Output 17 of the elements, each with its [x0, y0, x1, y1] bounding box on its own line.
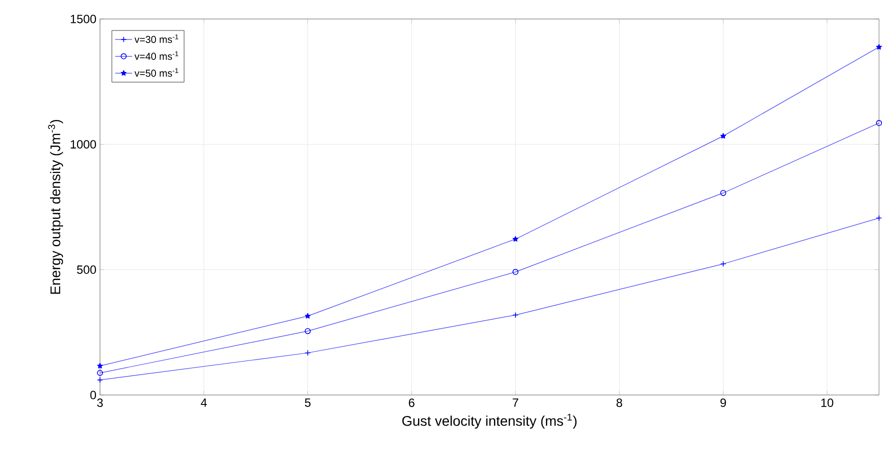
y-axis-title: Energy output density (Jm$^{-3}$) [48, 120, 64, 294]
x-tick-label: 6 [408, 398, 414, 407]
y-tick-label: 1000 [70, 140, 96, 149]
x-tick-label: 9 [720, 398, 726, 407]
x-tick-label: 7 [512, 398, 518, 407]
x-tick-label: 10 [821, 398, 834, 407]
x-axis-title: Gust velocity intensity (ms$^{-1}$) [402, 414, 577, 429]
y-tick-label: 1500 [70, 14, 96, 24]
y-tick-label: 0 [90, 390, 96, 400]
x-tick-label: 5 [304, 398, 311, 407]
legend-label: v=40 ms$^{-1}$ [134, 51, 178, 60]
x-tick-label: 4 [200, 398, 207, 407]
y-tick-label: 500 [77, 265, 96, 274]
legend-label: v=50 ms$^{-1}$ [134, 68, 178, 77]
x-tick-label: 3 [97, 398, 103, 407]
x-tick-label: 8 [616, 398, 622, 407]
legend-label: v=30 ms$^{-1}$ [134, 34, 178, 43]
